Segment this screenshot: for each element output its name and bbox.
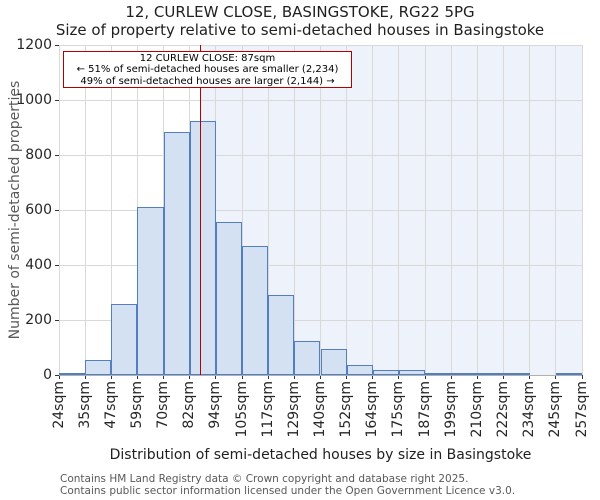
x-tick-label: 24sqm	[50, 381, 67, 429]
y-tick-label: 1200	[16, 37, 52, 53]
x-tick-label: 82sqm	[181, 381, 198, 429]
gridline-vertical	[84, 45, 86, 375]
x-tick-mark	[529, 375, 531, 379]
x-tick-mark	[424, 375, 426, 379]
histogram-bar	[137, 207, 164, 375]
x-tick-label: 245sqm	[547, 381, 564, 438]
gridline-vertical	[398, 45, 400, 375]
x-tick-label: 47sqm	[102, 381, 119, 429]
y-tick-mark	[55, 44, 59, 46]
x-tick-mark	[581, 375, 583, 379]
x-tick-mark	[372, 375, 374, 379]
x-axis-spine	[59, 374, 582, 376]
y-tick-label: 800	[25, 147, 52, 163]
x-tick-mark	[189, 375, 191, 379]
x-tick-mark	[136, 375, 138, 379]
x-tick-mark	[476, 375, 478, 379]
x-tick-mark	[267, 375, 269, 379]
gridline-vertical	[215, 45, 217, 375]
gridline-vertical	[372, 45, 374, 375]
y-tick-mark	[55, 154, 59, 156]
gridline-vertical	[581, 45, 583, 375]
x-tick-label: 234sqm	[521, 381, 538, 438]
x-tick-label: 94sqm	[207, 381, 224, 429]
y-tick-mark	[55, 99, 59, 101]
x-tick-label: 117sqm	[259, 381, 276, 438]
footer-line-1: Contains HM Land Registry data © Crown c…	[60, 473, 469, 485]
x-tick-label: 105sqm	[233, 381, 250, 438]
x-tick-label: 129sqm	[285, 381, 302, 438]
property-size-marker-line	[199, 45, 202, 375]
chart-subtitle: Size of property relative to semi-detach…	[55, 21, 545, 39]
gridline-vertical	[58, 45, 60, 375]
y-tick-label: 400	[25, 257, 52, 273]
x-tick-label: 164sqm	[364, 381, 381, 438]
x-tick-label: 152sqm	[338, 381, 355, 438]
histogram-bar	[242, 245, 269, 375]
y-tick-mark	[55, 374, 59, 376]
gridline-vertical	[293, 45, 295, 375]
x-tick-mark	[215, 375, 217, 379]
gridline-vertical	[450, 45, 452, 375]
footer-attribution: Contains HM Land Registry data © Crown c…	[60, 473, 600, 497]
y-tick-mark	[55, 264, 59, 266]
gridline-vertical	[267, 45, 269, 375]
x-tick-label: 187sqm	[416, 381, 433, 438]
x-tick-label: 59sqm	[128, 381, 145, 429]
x-tick-mark	[110, 375, 112, 379]
x-tick-mark	[398, 375, 400, 379]
y-tick-label: 0	[43, 367, 52, 383]
chart-title: 12, CURLEW CLOSE, BASINGSTOKE, RG22 5PG	[125, 3, 475, 21]
x-tick-label: 199sqm	[442, 381, 459, 438]
histogram-bar	[425, 372, 452, 375]
plot-area: 12 CURLEW CLOSE: 87sqm ← 51% of semi-det…	[58, 44, 583, 376]
x-tick-mark	[84, 375, 86, 379]
x-tick-label: 140sqm	[312, 381, 328, 438]
y-tick-mark	[55, 209, 59, 211]
y-tick-label: 200	[25, 312, 52, 328]
x-tick-label: 175sqm	[390, 381, 407, 438]
x-tick-mark	[320, 375, 321, 379]
gridline-vertical	[346, 45, 348, 375]
x-tick-label: 35sqm	[76, 381, 93, 429]
x-tick-mark	[503, 375, 505, 379]
x-tick-mark	[346, 375, 348, 379]
histogram-bar	[215, 222, 243, 375]
y-tick-mark	[55, 319, 59, 321]
y-tick-label: 1000	[16, 92, 52, 108]
annotation-box: 12 CURLEW CLOSE: 87sqm ← 51% of semi-det…	[63, 51, 352, 88]
y-tick-label: 600	[25, 202, 52, 218]
gridline-vertical	[110, 45, 112, 375]
histogram-bar	[85, 359, 112, 375]
x-tick-mark	[241, 375, 243, 379]
x-tick-label: 210sqm	[468, 381, 485, 438]
histogram-bar	[189, 120, 216, 375]
gridline-vertical	[555, 45, 557, 375]
gridline-vertical	[241, 45, 243, 375]
x-tick-mark	[293, 375, 295, 379]
x-axis-title: Distribution of semi-detached houses by …	[109, 447, 532, 463]
gridline-vertical	[529, 45, 531, 375]
annotation-larger-line: 49% of semi-detached houses are larger (…	[80, 75, 335, 87]
x-tick-mark	[555, 375, 557, 379]
gridline-vertical	[424, 45, 426, 375]
gridline-vertical	[476, 45, 478, 375]
annotation-property-line: 12 CURLEW CLOSE: 87sqm	[139, 53, 276, 64]
histogram-bar	[111, 303, 138, 375]
histogram-bar	[294, 341, 321, 375]
x-tick-label: 257sqm	[573, 381, 590, 438]
histogram-bar	[268, 295, 295, 375]
gridline-vertical	[320, 45, 321, 375]
x-tick-label: 70sqm	[155, 381, 172, 429]
gridline-vertical	[503, 45, 505, 375]
x-tick-mark	[450, 375, 452, 379]
x-tick-mark	[58, 375, 60, 379]
histogram-bar	[320, 348, 347, 375]
histogram-bar	[163, 131, 190, 375]
x-tick-mark	[163, 375, 165, 379]
footer-line-2: Contains public sector information licen…	[60, 484, 516, 497]
x-tick-label: 222sqm	[495, 381, 512, 438]
annotation-smaller-line: ← 51% of semi-detached houses are smalle…	[76, 64, 339, 76]
